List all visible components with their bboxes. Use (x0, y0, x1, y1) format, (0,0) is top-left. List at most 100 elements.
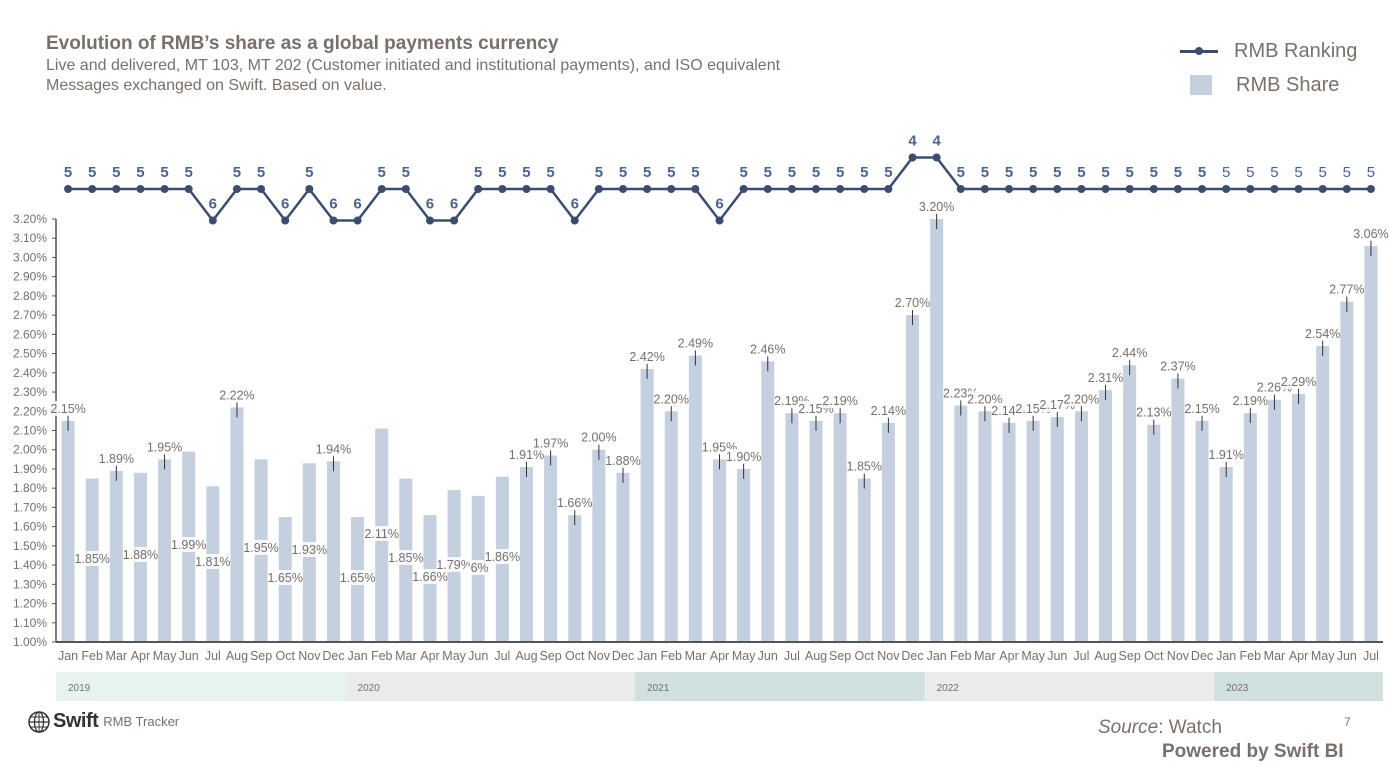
ranking-point (1270, 185, 1279, 193)
label-bg (1305, 325, 1341, 341)
label-bg (581, 429, 617, 445)
bar (1002, 422, 1016, 642)
label-bg (1063, 391, 1099, 407)
bar-labels: 2.15% 1.85% 1.89% 1.88% 1.95% 1.99% 1.81% 2.22%… (50, 199, 1389, 585)
ranking-point (1125, 185, 1134, 193)
ranking-value-label: 5 (667, 164, 675, 181)
bar (1316, 345, 1330, 642)
ranking-point (160, 185, 169, 193)
ranking-value-label: 5 (1029, 164, 1037, 181)
ranking-point (136, 185, 145, 193)
year-label: 2019 (68, 683, 91, 694)
legend-item-ranking[interactable]: RMB Ranking (1180, 34, 1357, 68)
ranking-value-label: 5 (160, 164, 168, 181)
bar-value-label: 1.85% (847, 460, 882, 474)
bar-value-label: 2.44% (1112, 346, 1147, 360)
bar (881, 422, 895, 642)
x-tick-label: Jul (1363, 649, 1379, 663)
ranking-point (329, 216, 338, 225)
ranking-value-label: 5 (402, 164, 410, 181)
ranking-value-label: 5 (957, 164, 965, 181)
x-tick-label: Dec (612, 649, 634, 663)
year-label: 2022 (937, 683, 960, 694)
label-bg (750, 341, 786, 357)
chart-subtitle: Live and delivered, MT 103, MT 202 (Cust… (46, 56, 866, 96)
ranking-point (860, 185, 869, 193)
bar-value-label: 1.90% (726, 450, 761, 464)
bar-value-label: 2.70% (895, 296, 930, 310)
bar (809, 420, 823, 642)
bar-value-label: 2.20% (654, 392, 689, 406)
swift-logo: Swift RMB Tracker (28, 710, 179, 733)
label-bg (533, 435, 569, 451)
ranking-point (908, 153, 917, 162)
bar (230, 407, 244, 642)
ranking-point (401, 185, 410, 193)
globe-icon (28, 710, 50, 733)
x-tick-label: Mar (685, 649, 707, 663)
x-tick-label: Mar (974, 649, 996, 663)
bar (712, 459, 727, 642)
brand-name: Swift (53, 710, 99, 732)
y-tick-label: 1.40% (13, 558, 47, 572)
bar-value-label: 2.22% (219, 388, 254, 402)
product-name: RMB Tracker (103, 714, 180, 729)
x-tick-label: Sep (250, 649, 272, 663)
x-tick-label: Sep (1119, 649, 1141, 663)
x-tick-label: Mar (395, 649, 417, 663)
label-bg (1184, 400, 1220, 416)
label-bg (340, 570, 376, 585)
y-tick-label: 2.50% (13, 347, 47, 361)
ranking-value-label: 5 (619, 164, 627, 181)
ranking-point (980, 185, 989, 193)
x-tick-label: May (153, 649, 177, 663)
bar-value-label: 1.79% (436, 558, 471, 572)
x-tick-label: May (732, 649, 756, 663)
x-tick-label: Feb (950, 649, 972, 663)
label-bg (315, 441, 351, 457)
bar-value-label: 1.86% (485, 550, 520, 564)
label-bg (653, 391, 689, 407)
bar (158, 459, 172, 642)
ranking-point (1318, 185, 1327, 193)
ranking-value-label: 5 (643, 164, 651, 181)
ranking-value-label: 5 (691, 164, 699, 181)
y-tick-label: 1.80% (13, 481, 47, 495)
x-axis: Jan Feb Mar Apr May Jun Jul Aug Sep Oct Nov Dec Jan F… (56, 641, 1383, 663)
ranking-value-label: 6 (281, 196, 289, 213)
legend-item-share[interactable]: RMB Share (1180, 68, 1357, 102)
bar (1147, 424, 1161, 642)
x-tick-label: Nov (877, 649, 900, 663)
ranking-point (643, 185, 652, 193)
ranking-point (377, 185, 386, 193)
ranking-point (1222, 185, 1231, 193)
ranking-value-label: 5 (1270, 164, 1278, 181)
bar (1219, 467, 1233, 642)
x-tick-label: Jun (758, 649, 778, 663)
ranking-value-label: 6 (450, 196, 458, 213)
y-tick-label: 2.10% (13, 424, 47, 438)
x-tick-label: Oct (1144, 649, 1164, 663)
y-tick-label: 1.00% (13, 635, 47, 649)
ranking-point (1198, 185, 1207, 193)
y-tick-label: 2.80% (13, 289, 47, 303)
label-bg (364, 526, 400, 541)
ranking-value-label: 5 (884, 164, 892, 181)
ranking-value-label: 5 (64, 164, 72, 181)
label-bg (291, 542, 327, 557)
ranking-value-label: 5 (88, 164, 96, 181)
ranking-point (1029, 185, 1038, 193)
chart-title: Evolution of RMB’s share as a global pay… (46, 33, 559, 54)
bar-value-label: 3.20% (919, 200, 954, 214)
x-tick-label: Dec (322, 649, 344, 663)
ranking-point (64, 185, 73, 193)
ranking-value-label: 5 (739, 164, 747, 181)
bar (954, 405, 968, 642)
label-bg (822, 393, 858, 409)
bar (978, 411, 992, 642)
label-bg (484, 549, 520, 564)
ranking-value-label: 5 (1294, 164, 1302, 181)
bar-value-label: 1.95% (147, 440, 182, 454)
label-bg (919, 199, 955, 214)
